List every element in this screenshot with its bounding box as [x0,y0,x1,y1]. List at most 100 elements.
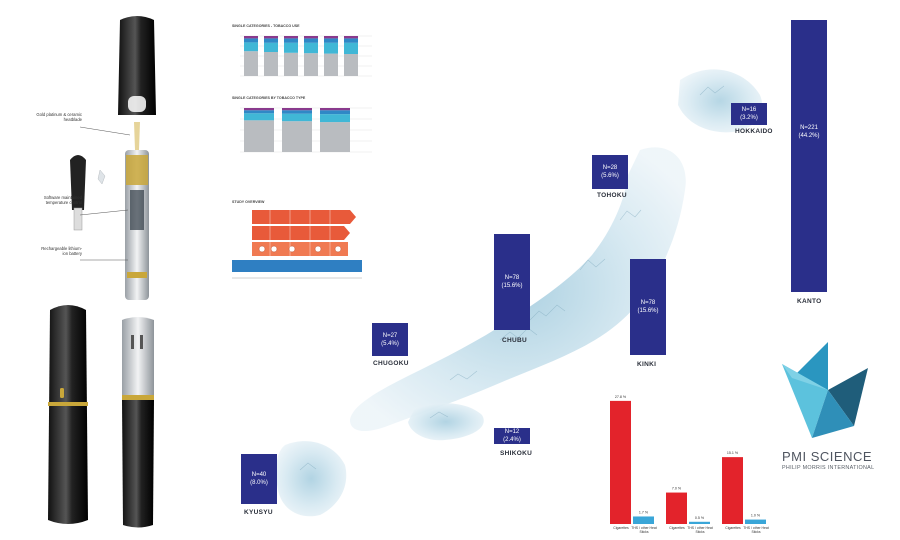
stacked-segment [304,38,318,43]
stacked-chart-1-plot [240,35,372,77]
device-illustration [48,16,156,528]
region-bar-label: (5.4%) [381,340,399,347]
stacked-segment [244,110,274,114]
bar-value-label: 7.0 % [672,487,682,491]
pmi-logo-name: PMI SCIENCE [782,449,873,464]
stacked-segment [284,42,298,53]
pmi-logo-subtitle: PHILIP MORRIS INTERNATIONAL [782,465,875,471]
region-bar-hokkaido: N=16 (3.2%) [731,103,767,125]
stacked-segment [304,53,318,76]
region-bar-kyusyu: N=40 (8.0%) [241,454,277,504]
region-bar-label: N=78 [640,300,656,306]
region-bar-label: N=40 [251,472,267,478]
region-bar-label: N=28 [602,165,618,171]
stacked-segment [282,113,312,122]
stacked-segment [244,42,258,52]
callout-heatblade: Gold platinum & ceramic heatblade [36,112,82,122]
stacked-segment [320,110,350,115]
stacked-segment [264,36,278,39]
stacked-segment [264,52,278,76]
stacked-segment [282,110,312,114]
cigarette-bar [610,400,631,524]
stacked-segment [244,108,274,111]
region-bar-label: (2.4%) [503,437,521,443]
stacked-segment [244,120,274,152]
comparison-category-label: THS / other Heat Sticks [743,526,769,534]
stacked-segment [264,42,278,52]
stacked-segment [324,38,338,43]
comparison-category-label: Cigarettes [669,526,685,530]
stacked-segment [320,122,350,152]
stacked-segment [324,53,338,76]
region-name-tohoku: TOHOKU [597,192,627,199]
region-name-chubu: CHUBU [502,337,527,344]
region-name-kanto: KANTO [797,298,822,305]
region-bar-label: (44.2%) [798,133,820,139]
stacked-segment [324,42,338,54]
study-overview: STUDY OVERVIEW [232,200,362,290]
stacked-segment [320,108,350,111]
region-name-shikoku: SHIKOKU [500,450,533,457]
region-bar-label: (5.6%) [601,173,619,179]
comparison-category-label: THS / other Heat Sticks [687,526,713,534]
bar-value-label: 1.7 % [639,510,649,514]
stacked-chart-2: SINGLE CATEGORIES BY TOBACCO TYPE [232,96,372,160]
bar-value-label: 0.5 % [695,516,705,520]
stacked-segment [244,36,258,39]
region-bar-label: N=27 [382,332,398,339]
stacked-segment [244,113,274,121]
bar-value-label: 27.8 % [615,395,627,399]
comparison-category-label: Cigarettes [613,526,629,530]
stacked-segment [244,38,258,43]
stacked-chart-1-title: SINGLE CATEGORIES - TOBACCO USE [232,24,300,28]
stacked-segment [304,36,318,39]
stacked-chart-2-plot [240,107,372,153]
stacked-segment [284,36,298,39]
stacked-chart-2-title: SINGLE CATEGORIES BY TOBACCO TYPE [232,96,306,100]
region-bar-tohoku: N=28 (5.6%) [592,155,628,189]
comparison-category-label: THS / other Heat Sticks [631,526,657,534]
study-overview-title: STUDY OVERVIEW [232,200,265,204]
comparison-bar-chart: 27.8 % 7.0 % 15.1 % 1.7 % 0.5 % 1.0 % [610,395,766,524]
callout-battery: Rechargeable lithium-ion battery [41,246,82,256]
callout-temperature-control: Software maintained temperature control [43,195,82,205]
region-name-hokkaido: HOKKAIDO [735,128,773,135]
region-bar-label: (15.6%) [501,283,523,289]
region-bar-label: N=12 [504,429,520,435]
bar-value-label: 15.1 % [727,451,739,455]
region-name-kyusyu: KYUSYU [244,509,273,516]
stacked-segment [284,38,298,43]
japan-map [276,69,763,517]
stacked-segment [264,38,278,43]
ths-bar [633,516,654,524]
stacked-segment [344,36,358,39]
pmi-logo [782,342,868,438]
stacked-segment [344,38,358,43]
stacked-segment [304,42,318,54]
region-bar-kanto: N=221 (44.2%) [791,20,827,292]
region-name-chugoku: CHUGOKU [373,360,409,367]
region-bar-chugoku: N=27 (5.4%) [372,323,408,356]
region-bar-chubu: N=78 (15.6%) [494,234,530,330]
region-bar-shikoku: N=12 (2.4%) [494,428,530,444]
region-name-kinki: KINKI [637,361,657,368]
region-bar-label: (8.0%) [250,480,268,486]
stacked-segment [284,52,298,76]
region-bar-label: (15.6%) [637,308,659,314]
ths-bar [745,519,766,524]
stacked-segment [320,114,350,123]
cigarette-bar [666,492,687,524]
region-bar-label: (3.2%) [740,115,758,121]
stacked-segment [244,51,258,76]
study-overview-timeline [232,210,362,279]
stacked-segment [282,108,312,111]
region-bar-kinki: N=78 (15.6%) [630,259,666,355]
cigarette-bar [722,457,743,524]
region-bar-label: N=221 [800,125,818,131]
stacked-chart-1: SINGLE CATEGORIES - TOBACCO USE [232,24,372,84]
region-bar-label: N=78 [504,275,520,281]
stacked-segment [344,54,358,76]
stacked-segment [282,121,312,152]
region-bar-label: N=16 [741,107,757,113]
